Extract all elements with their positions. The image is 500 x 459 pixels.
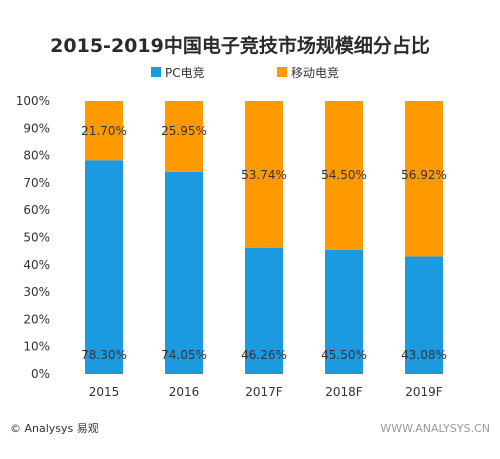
bar-mobile-2017F (245, 101, 283, 248)
chart-title: 2015-2019中国电子竞技市场规模细分占比 (50, 34, 430, 57)
y-tick-label: 50% (23, 231, 50, 245)
y-tick-label: 0% (31, 367, 50, 381)
data-label-mobile: 56.92% (401, 168, 447, 182)
legend-label-pc: PC电竞 (165, 66, 205, 80)
y-tick-label: 10% (23, 340, 50, 354)
y-tick-label: 20% (23, 312, 50, 326)
y-tick-label: 40% (23, 258, 50, 272)
legend: PC电竞 移动电竞 (151, 66, 339, 80)
bar-pc-2018F (325, 249, 363, 374)
bar-mobile-2016 (165, 101, 203, 172)
x-tick-label: 2018F (325, 385, 363, 399)
bar-pc-2017F (245, 247, 283, 374)
data-label-mobile: 54.50% (321, 168, 367, 182)
y-tick-label: 70% (23, 176, 50, 190)
data-label-mobile: 53.74% (241, 168, 287, 182)
bar-pc-2015 (85, 160, 123, 374)
watermark-text: WWW.ANALYSYS.CN (380, 422, 490, 435)
bar-mobile-2018F (325, 101, 363, 250)
x-axis: 2015 2016 2017F 2018F 2019F (89, 385, 443, 399)
legend-swatch-pc (151, 67, 161, 77)
bars (85, 101, 443, 374)
x-tick-label: 2015 (89, 385, 120, 399)
data-label-pc: 74.05% (161, 348, 207, 362)
y-axis: 0% 10% 20% 30% 40% 50% 60% 70% 80% 90% 100% (16, 94, 50, 381)
data-label-pc: 78.30% (81, 348, 127, 362)
bar-mobile-2019F (405, 101, 443, 257)
bar-pc-2016 (165, 171, 203, 374)
y-tick-label: 90% (23, 121, 50, 135)
data-label-pc: 45.50% (321, 348, 367, 362)
data-labels: 78.30% 21.70% 74.05% 25.95% 46.26% 53.74% 45.5… (81, 124, 447, 362)
x-tick-label: 2017F (245, 385, 283, 399)
y-tick-label: 100% (16, 94, 50, 108)
y-tick-label: 80% (23, 149, 50, 163)
source-text: © Analysys 易观 (10, 422, 99, 435)
y-tick-label: 60% (23, 203, 50, 217)
data-label-mobile: 25.95% (161, 124, 207, 138)
bar-mobile-2015 (85, 101, 123, 161)
data-label-mobile: 21.70% (81, 124, 127, 138)
legend-label-mobile: 移动电竞 (291, 66, 339, 80)
y-tick-label: 30% (23, 285, 50, 299)
data-label-pc: 46.26% (241, 348, 287, 362)
bar-pc-2019F (405, 256, 443, 374)
x-tick-label: 2016 (169, 385, 200, 399)
data-label-pc: 43.08% (401, 348, 447, 362)
x-tick-label: 2019F (405, 385, 443, 399)
legend-swatch-mobile (277, 67, 287, 77)
